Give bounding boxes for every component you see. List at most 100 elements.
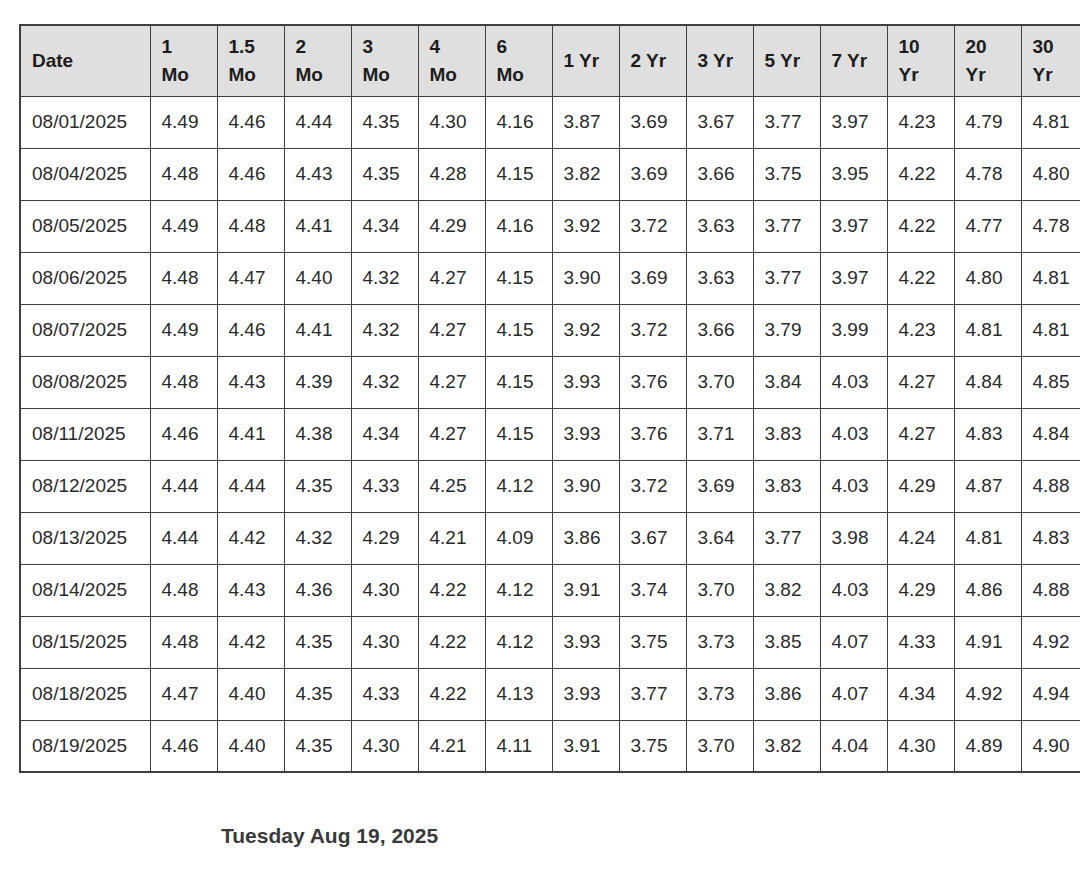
column-header: 1.5 Mo — [217, 25, 284, 96]
rate-cell: 3.82 — [753, 564, 820, 616]
rate-cell: 4.88 — [1021, 564, 1080, 616]
table-row: 08/01/20254.494.464.444.354.304.163.873.… — [20, 96, 1080, 148]
rate-cell: 4.40 — [284, 252, 351, 304]
column-header: 1 Yr — [552, 25, 619, 96]
rate-cell: 3.75 — [619, 616, 686, 668]
rate-cell: 3.76 — [619, 356, 686, 408]
rate-cell: 4.30 — [887, 720, 954, 772]
date-cell: 08/04/2025 — [20, 148, 150, 200]
rate-cell: 4.84 — [954, 356, 1021, 408]
rate-cell: 4.12 — [485, 460, 552, 512]
column-header: 30 Yr — [1021, 25, 1080, 96]
rate-cell: 3.93 — [552, 408, 619, 460]
rate-cell: 3.92 — [552, 304, 619, 356]
rate-cell: 4.83 — [1021, 512, 1080, 564]
rate-cell: 4.48 — [150, 148, 217, 200]
rate-cell: 4.49 — [150, 304, 217, 356]
rate-cell: 4.47 — [217, 252, 284, 304]
rate-cell: 4.23 — [887, 304, 954, 356]
rate-cell: 4.46 — [150, 408, 217, 460]
rate-cell: 4.38 — [284, 408, 351, 460]
rate-cell: 4.33 — [351, 668, 418, 720]
rate-cell: 4.78 — [954, 148, 1021, 200]
rate-cell: 3.75 — [619, 720, 686, 772]
rate-cell: 4.81 — [954, 512, 1021, 564]
column-header: 7 Yr — [820, 25, 887, 96]
rate-cell: 4.09 — [485, 512, 552, 564]
rate-cell: 4.48 — [150, 356, 217, 408]
rate-cell: 4.35 — [284, 616, 351, 668]
rate-cell: 4.07 — [820, 668, 887, 720]
rate-cell: 4.41 — [284, 304, 351, 356]
date-cell: 08/18/2025 — [20, 668, 150, 720]
rate-cell: 3.82 — [753, 720, 820, 772]
rate-cell: 3.70 — [686, 720, 753, 772]
table-row: 08/08/20254.484.434.394.324.274.153.933.… — [20, 356, 1080, 408]
rate-cell: 4.15 — [485, 408, 552, 460]
rate-cell: 4.11 — [485, 720, 552, 772]
rate-cell: 4.22 — [418, 564, 485, 616]
table-row: 08/05/20254.494.484.414.344.294.163.923.… — [20, 200, 1080, 252]
rate-cell: 4.48 — [150, 616, 217, 668]
rate-cell: 4.44 — [284, 96, 351, 148]
rate-cell: 3.97 — [820, 200, 887, 252]
rate-cell: 4.79 — [954, 96, 1021, 148]
rate-cell: 3.69 — [619, 148, 686, 200]
date-cell: 08/13/2025 — [20, 512, 150, 564]
rate-cell: 3.82 — [552, 148, 619, 200]
rate-cell: 4.40 — [217, 668, 284, 720]
rate-cell: 3.97 — [820, 96, 887, 148]
rate-cell: 3.90 — [552, 252, 619, 304]
rate-cell: 4.12 — [485, 564, 552, 616]
rate-cell: 4.44 — [150, 460, 217, 512]
rate-cell: 4.22 — [887, 200, 954, 252]
date-caption: Tuesday Aug 19, 2025 — [221, 824, 438, 848]
rate-cell: 3.87 — [552, 96, 619, 148]
rate-cell: 4.41 — [284, 200, 351, 252]
date-cell: 08/19/2025 — [20, 720, 150, 772]
rate-cell: 4.35 — [284, 460, 351, 512]
table-row: 08/07/20254.494.464.414.324.274.153.923.… — [20, 304, 1080, 356]
rate-cell: 4.35 — [284, 668, 351, 720]
rate-cell: 4.25 — [418, 460, 485, 512]
rate-cell: 4.03 — [820, 408, 887, 460]
rate-cell: 3.86 — [552, 512, 619, 564]
rate-cell: 4.81 — [1021, 252, 1080, 304]
rate-cell: 4.21 — [418, 512, 485, 564]
rate-cell: 3.74 — [619, 564, 686, 616]
rate-cell: 3.99 — [820, 304, 887, 356]
rate-cell: 4.77 — [954, 200, 1021, 252]
column-header: 5 Yr — [753, 25, 820, 96]
rate-cell: 3.73 — [686, 616, 753, 668]
table-row: 08/18/20254.474.404.354.334.224.133.933.… — [20, 668, 1080, 720]
rate-cell: 4.32 — [284, 512, 351, 564]
rate-cell: 4.43 — [217, 564, 284, 616]
column-header: 10 Yr — [887, 25, 954, 96]
rate-cell: 4.80 — [1021, 148, 1080, 200]
rate-cell: 4.48 — [150, 252, 217, 304]
rate-cell: 4.48 — [217, 200, 284, 252]
rate-cell: 3.77 — [619, 668, 686, 720]
rate-cell: 3.69 — [619, 252, 686, 304]
rate-cell: 4.41 — [217, 408, 284, 460]
rate-cell: 3.72 — [619, 304, 686, 356]
rate-cell: 4.91 — [954, 616, 1021, 668]
column-header: 3 Mo — [351, 25, 418, 96]
rate-cell: 4.35 — [284, 720, 351, 772]
rate-cell: 4.27 — [418, 356, 485, 408]
rate-cell: 4.16 — [485, 200, 552, 252]
rate-cell: 3.85 — [753, 616, 820, 668]
rate-cell: 4.78 — [1021, 200, 1080, 252]
rate-cell: 4.30 — [418, 96, 485, 148]
rate-cell: 3.84 — [753, 356, 820, 408]
table-row: 08/11/20254.464.414.384.344.274.153.933.… — [20, 408, 1080, 460]
rate-cell: 3.77 — [753, 252, 820, 304]
rate-cell: 3.98 — [820, 512, 887, 564]
column-header: 3 Yr — [686, 25, 753, 96]
rate-cell: 4.15 — [485, 148, 552, 200]
date-cell: 08/11/2025 — [20, 408, 150, 460]
rate-cell: 4.80 — [954, 252, 1021, 304]
rate-cell: 3.66 — [686, 148, 753, 200]
header-row: Date1 Mo1.5 Mo2 Mo3 Mo4 Mo6 Mo1 Yr2 Yr3 … — [20, 25, 1080, 96]
rate-cell: 4.30 — [351, 564, 418, 616]
